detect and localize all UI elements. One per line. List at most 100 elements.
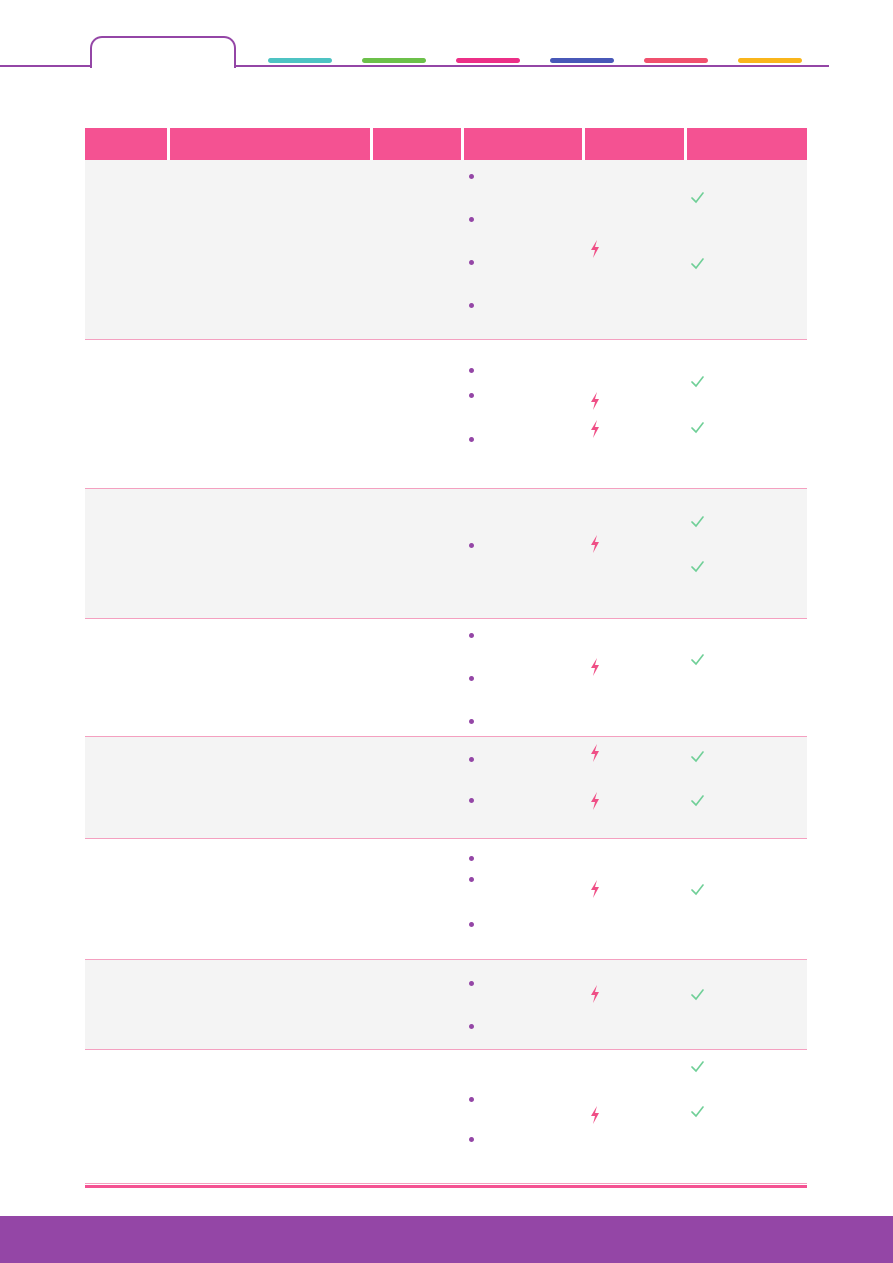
bullet-dot-icon [469,856,474,861]
section-tab-1[interactable] [268,58,332,63]
table-cell-col-1 [85,737,170,838]
table-cell-col-6 [687,619,807,736]
table-cell-col-4 [464,340,585,488]
lightning-bolt-icon [589,535,601,553]
table-cell-col-5 [585,160,687,339]
bullet-dot-icon [469,633,474,638]
bullet-dot-icon [469,543,474,548]
checkmark-icon [691,794,704,810]
bullet-dot-icon [469,1137,474,1142]
header-cell-5 [585,128,687,160]
bullet-dot-icon [469,393,474,398]
table-cell-col-6 [687,960,807,1049]
table-cell-col-4 [464,1050,585,1183]
checkmark-icon [691,988,704,1004]
comparison-table [85,128,807,1184]
table-cell-col-5 [585,340,687,488]
table-cell-col-5 [585,737,687,838]
checkmark-icon [691,375,704,391]
table-cell-col-3 [373,1050,464,1183]
lightning-bolt-icon [589,1106,601,1124]
table-cell-col-5 [585,1050,687,1183]
header-cell-1 [85,128,170,160]
table-cell-col-2 [170,489,373,618]
lightning-bolt-icon [589,880,601,898]
bullet-dot-icon [469,719,474,724]
table-cell-col-4 [464,619,585,736]
bullet-dot-icon [469,757,474,762]
checkmark-icon [691,257,704,273]
lightning-bolt-icon [589,658,601,676]
table-cell-col-2 [170,340,373,488]
table-cell-col-6 [687,489,807,618]
table-cell-col-1 [85,839,170,959]
table-row [85,1050,807,1184]
table-cell-col-2 [170,160,373,339]
table-bottom-rule [85,1185,807,1188]
bullet-dot-icon [469,368,474,373]
bullet-dot-icon [469,877,474,882]
table-row [85,960,807,1050]
table-cell-col-1 [85,340,170,488]
table-cell-col-1 [85,1050,170,1183]
table-cell-col-4 [464,839,585,959]
checkmark-icon [691,653,704,669]
bullet-dot-icon [469,217,474,222]
table-cell-col-6 [687,737,807,838]
table-cell-col-2 [170,960,373,1049]
bullet-dot-icon [469,798,474,803]
bullet-dot-icon [469,303,474,308]
header-cell-3 [373,128,464,160]
table-cell-col-4 [464,489,585,618]
bullet-dot-icon [469,1024,474,1029]
lightning-bolt-icon [589,392,601,410]
table-body [85,160,807,1184]
section-tab-4[interactable] [550,58,614,63]
table-cell-col-3 [373,839,464,959]
table-cell-col-4 [464,160,585,339]
bullet-dot-icon [469,174,474,179]
active-section-tab[interactable] [90,36,236,68]
header-cell-2 [170,128,373,160]
table-cell-col-2 [170,839,373,959]
bullet-dot-icon [469,676,474,681]
table-row [85,160,807,340]
checkmark-icon [691,191,704,207]
section-tab-6[interactable] [738,58,802,63]
table-cell-col-3 [373,960,464,1049]
bullet-dot-icon [469,437,474,442]
table-cell-col-4 [464,960,585,1049]
lightning-bolt-icon [589,744,601,762]
table-header-row [85,128,807,160]
footer-band [0,1216,893,1263]
lightning-bolt-icon [589,792,601,810]
table-cell-col-6 [687,1050,807,1183]
checkmark-icon [691,421,704,437]
table-row [85,839,807,960]
lightning-bolt-icon [589,420,601,438]
table-cell-col-3 [373,340,464,488]
table-row [85,737,807,839]
table-cell-col-1 [85,160,170,339]
lightning-bolt-icon [589,240,601,258]
header-cell-6 [687,128,807,160]
table-cell-col-6 [687,839,807,959]
table-cell-col-5 [585,960,687,1049]
table-row [85,340,807,489]
section-tab-3[interactable] [456,58,520,63]
table-row [85,619,807,737]
bullet-dot-icon [469,922,474,927]
table-cell-col-3 [373,160,464,339]
table-cell-col-5 [585,489,687,618]
lightning-bolt-icon [589,985,601,1003]
section-tab-2[interactable] [362,58,426,63]
checkmark-icon [691,515,704,531]
table-cell-col-3 [373,619,464,736]
checkmark-icon [691,1105,704,1121]
checkmark-icon [691,750,704,766]
table-cell-col-3 [373,489,464,618]
header-rule [0,65,829,67]
section-tab-5[interactable] [644,58,708,63]
bullet-dot-icon [469,1097,474,1102]
table-cell-col-2 [170,1050,373,1183]
